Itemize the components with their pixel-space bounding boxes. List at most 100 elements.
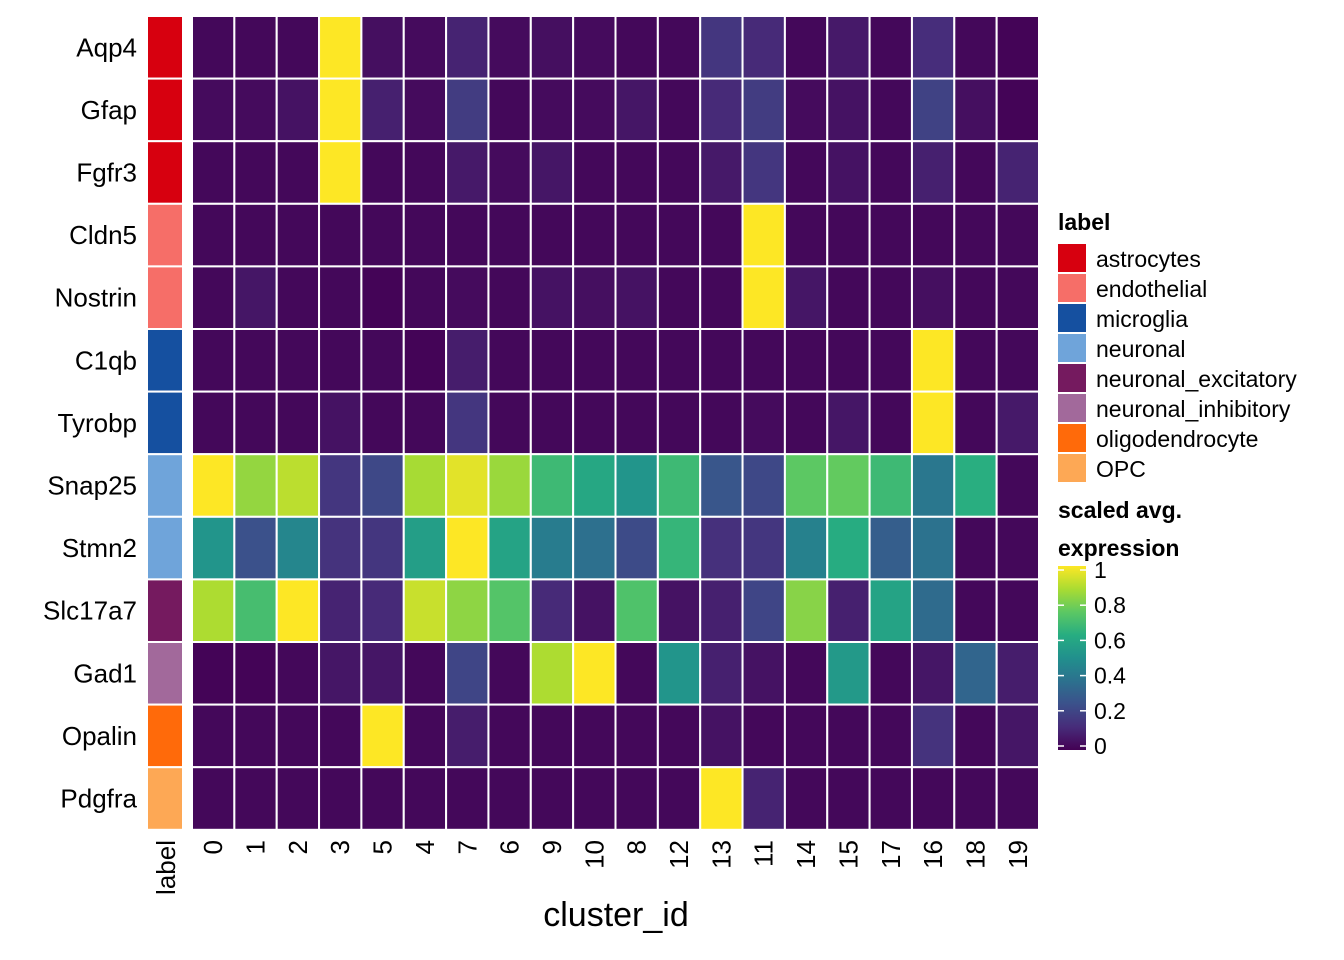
label-cell-Snap25 [146, 453, 184, 518]
cell-Nostrin-19 [995, 265, 1041, 330]
cell-Cldn5-9 [529, 202, 575, 268]
label-cell-Fgfr3 [146, 140, 184, 205]
cell-Fgfr3-9 [529, 140, 575, 205]
cell-Gad1-13 [699, 641, 744, 706]
cell-Pdgfra-2 [275, 766, 321, 831]
cell-Nostrin-3 [318, 265, 363, 330]
cell-Pdgfra-9 [529, 766, 575, 831]
cell-Snap25-7 [445, 453, 490, 518]
label-legend-title: label [1058, 209, 1110, 235]
cluster-label-17: 17 [876, 840, 906, 869]
cell-Nostrin-4 [402, 265, 448, 330]
cell-Aqp4-10 [572, 15, 617, 80]
cell-Aqp4-15 [826, 15, 871, 80]
cell-Slc17a7-9 [529, 578, 575, 644]
label-cell-Opalin [146, 703, 184, 769]
label-cell-Gad1 [146, 641, 184, 706]
scale-tick-label-0.2: 0.2 [1094, 698, 1126, 724]
cell-Nostrin-9 [529, 265, 575, 330]
cell-Slc17a7-7 [445, 578, 490, 644]
cell-Slc17a7-5 [360, 578, 405, 644]
cell-Slc17a7-2 [275, 578, 321, 644]
gene-label-Pdgfra: Pdgfra [60, 784, 137, 814]
legend: label astrocytes endothelial microglia neur… [1058, 209, 1297, 759]
cell-Slc17a7-15 [826, 578, 871, 644]
cell-Opalin-19 [995, 703, 1041, 769]
cell-Cldn5-2 [275, 202, 321, 268]
gene-label-Slc17a7: Slc17a7 [43, 596, 137, 626]
cell-Pdgfra-4 [402, 766, 448, 831]
cell-Fgfr3-5 [360, 140, 405, 205]
cell-Pdgfra-10 [572, 766, 617, 831]
gene-label-Stmn2: Stmn2 [62, 533, 137, 563]
cell-Tyrobp-12 [656, 390, 702, 456]
cell-Cldn5-12 [656, 202, 702, 268]
cell-Gfap-14 [783, 77, 829, 143]
cluster-label-18: 18 [960, 840, 990, 869]
cell-Aqp4-1 [233, 15, 278, 80]
cell-Cldn5-3 [318, 202, 363, 268]
cell-Fgfr3-17 [868, 140, 913, 205]
cell-Gad1-4 [402, 641, 448, 706]
cell-Tyrobp-16 [910, 390, 956, 456]
cell-Pdgfra-15 [826, 766, 871, 831]
cell-Gfap-16 [910, 77, 956, 143]
label-column-title: label [151, 840, 181, 895]
gene-label-Snap25: Snap25 [47, 471, 137, 501]
cell-Opalin-2 [275, 703, 321, 769]
cell-Gad1-14 [783, 641, 829, 706]
cell-Stmn2-16 [910, 515, 956, 581]
cell-Slc17a7-18 [953, 578, 998, 644]
cell-Fgfr3-10 [572, 140, 617, 205]
cell-Tyrobp-8 [614, 390, 659, 456]
cell-Gad1-5 [360, 641, 405, 706]
cell-Snap25-12 [656, 453, 702, 518]
cell-Gfap-11 [741, 77, 786, 143]
legend-entry-neuronal: neuronal [1096, 336, 1186, 362]
legend-swatch-neuronal [1058, 334, 1086, 362]
cell-Gfap-9 [529, 77, 575, 143]
gene-label-Nostrin: Nostrin [55, 283, 137, 313]
cell-Stmn2-10 [572, 515, 617, 581]
cell-Cldn5-0 [191, 202, 236, 268]
cell-Tyrobp-1 [233, 390, 278, 456]
label-cell-Stmn2 [146, 515, 184, 581]
cell-Slc17a7-13 [699, 578, 744, 644]
legend-swatch-OPC [1058, 454, 1086, 482]
cell-C1qb-18 [953, 328, 998, 393]
scale-legend-title-line1: scaled avg. [1058, 497, 1182, 523]
cell-Cldn5-6 [487, 202, 532, 268]
cell-C1qb-2 [275, 328, 321, 393]
cell-Stmn2-5 [360, 515, 405, 581]
cell-Slc17a7-1 [233, 578, 278, 644]
cell-Nostrin-15 [826, 265, 871, 330]
cell-Tyrobp-7 [445, 390, 490, 456]
cell-Cldn5-13 [699, 202, 744, 268]
cell-Snap25-17 [868, 453, 913, 518]
cell-Snap25-3 [318, 453, 363, 518]
cell-Snap25-8 [614, 453, 659, 518]
cell-Tyrobp-18 [953, 390, 998, 456]
cell-Slc17a7-3 [318, 578, 363, 644]
cluster-label-1: 1 [241, 840, 271, 854]
cell-Nostrin-13 [699, 265, 744, 330]
cell-Opalin-8 [614, 703, 659, 769]
cell-Slc17a7-0 [191, 578, 236, 644]
cell-Nostrin-1 [233, 265, 278, 330]
legend-entry-OPC: OPC [1096, 456, 1146, 482]
cell-Gfap-8 [614, 77, 659, 143]
cell-Aqp4-3 [318, 15, 363, 80]
cluster-label-11: 11 [749, 840, 779, 867]
cell-Stmn2-4 [402, 515, 448, 581]
cell-Gfap-18 [953, 77, 998, 143]
cell-Opalin-3 [318, 703, 363, 769]
cell-Stmn2-15 [826, 515, 871, 581]
cell-Slc17a7-11 [741, 578, 786, 644]
cell-Pdgfra-8 [614, 766, 659, 831]
cell-Opalin-12 [656, 703, 702, 769]
cell-Cldn5-8 [614, 202, 659, 268]
cell-Opalin-6 [487, 703, 532, 769]
cell-Snap25-4 [402, 453, 448, 518]
cell-Nostrin-16 [910, 265, 956, 330]
cell-Nostrin-11 [741, 265, 786, 330]
